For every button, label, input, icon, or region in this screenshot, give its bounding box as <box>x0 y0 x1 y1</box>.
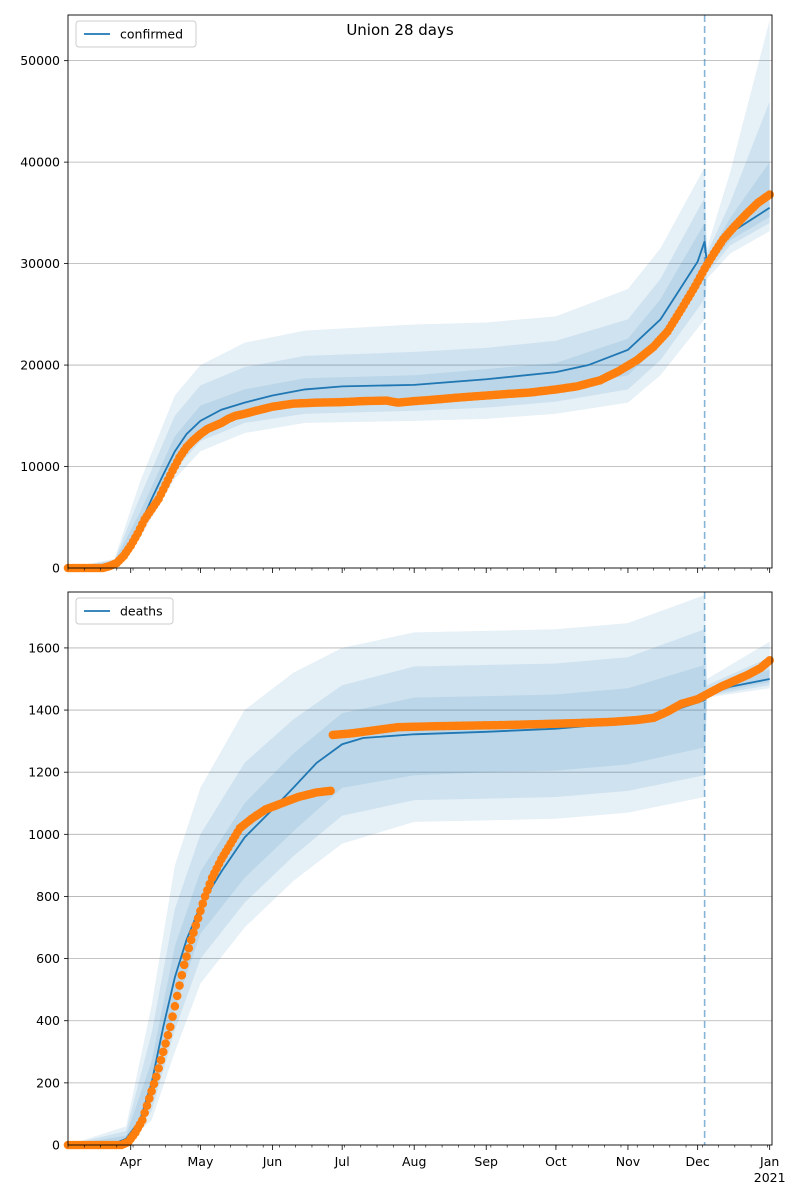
x-tick-label: May <box>188 1154 214 1169</box>
y-tick-label: 1000 <box>28 827 60 842</box>
x-tick-label: Sep <box>474 1154 498 1169</box>
uncertainty-band-1 <box>68 20 770 569</box>
x-tick-label: Jan <box>759 1154 779 1169</box>
observed-point <box>161 1039 170 1048</box>
observed-point <box>145 1094 154 1103</box>
y-tick-label: 0 <box>52 561 60 576</box>
observed-point <box>196 906 205 916</box>
observed-point <box>189 928 198 938</box>
y-tick-label: 600 <box>36 951 60 966</box>
legend-label: confirmed <box>120 27 183 42</box>
observed-point <box>142 1101 152 1110</box>
legend-box <box>75 597 174 625</box>
observed-point <box>193 913 203 923</box>
legend: deaths <box>75 597 174 625</box>
figure-title: Union 28 days <box>346 21 454 39</box>
observed-point <box>170 1001 180 1011</box>
uncertainty-band-2 <box>68 629 770 1145</box>
observed-point <box>182 952 191 961</box>
plot-frame <box>67 14 773 569</box>
y-tick-label: 400 <box>36 1013 60 1028</box>
y-tick-label: 50000 <box>20 53 60 68</box>
observed-point <box>151 1072 161 1081</box>
x-tick-label: Oct <box>545 1154 567 1169</box>
x-tick-label: Aug <box>402 1154 426 1169</box>
observed-point <box>175 981 184 990</box>
x-tick-label: Dec <box>686 1154 710 1169</box>
y-tick-label: 1600 <box>28 640 60 655</box>
observed-point <box>172 991 182 1001</box>
observed-point <box>163 1030 173 1040</box>
y-tick-label: 0 <box>52 1138 60 1153</box>
x-tick-label: Apr <box>120 1154 142 1169</box>
observed-point <box>191 921 201 930</box>
observed-point <box>138 1115 147 1125</box>
y-tick-label: 800 <box>36 889 60 904</box>
chart-panel-deaths: 0 200 400 600 800 1000 1200 1400 1600 Apr May Jun Ju… <box>28 591 786 1185</box>
y-tick-label: 200 <box>36 1075 60 1090</box>
y-tick-label: 40000 <box>20 155 60 170</box>
chart-panel-confirmed: 0 10000 20000 30000 40000 50000 confirmed <box>20 14 774 576</box>
y-tick-label: 20000 <box>20 358 60 373</box>
x-tick-label: Nov <box>616 1154 641 1169</box>
uncertainty-band-2 <box>68 101 770 568</box>
observed-point <box>198 899 208 909</box>
observed-point <box>149 1079 159 1089</box>
uncertainty-band-1 <box>68 595 770 1145</box>
y-tick-label: 10000 <box>20 459 60 474</box>
observed-point <box>158 1047 168 1057</box>
observed-point <box>168 1012 177 1021</box>
observed-point <box>765 190 774 199</box>
legend: confirmed <box>75 20 197 48</box>
observed-point <box>186 935 196 945</box>
legend-box <box>75 20 197 48</box>
plot-frame <box>67 591 773 1146</box>
observed-point <box>156 1055 166 1065</box>
x-tick-label: Jul <box>334 1154 350 1169</box>
y-tick-label: 30000 <box>20 256 60 271</box>
observed-point <box>184 943 194 953</box>
uncertainty-band-3 <box>68 665 770 1145</box>
observed-point <box>179 960 189 970</box>
y-tick-label: 1200 <box>28 765 60 780</box>
legend-label: deaths <box>120 604 163 619</box>
observed-point <box>765 656 774 665</box>
observed-point <box>165 1022 175 1032</box>
x-year-label: 2021 <box>754 1170 786 1185</box>
observed-point <box>326 786 335 796</box>
observed-point <box>154 1064 163 1073</box>
observed-point <box>147 1086 156 1096</box>
y-tick-label: 1400 <box>28 703 60 718</box>
observed-point <box>177 970 187 980</box>
x-tick-label: Jun <box>262 1154 283 1169</box>
observed-point <box>140 1108 149 1118</box>
